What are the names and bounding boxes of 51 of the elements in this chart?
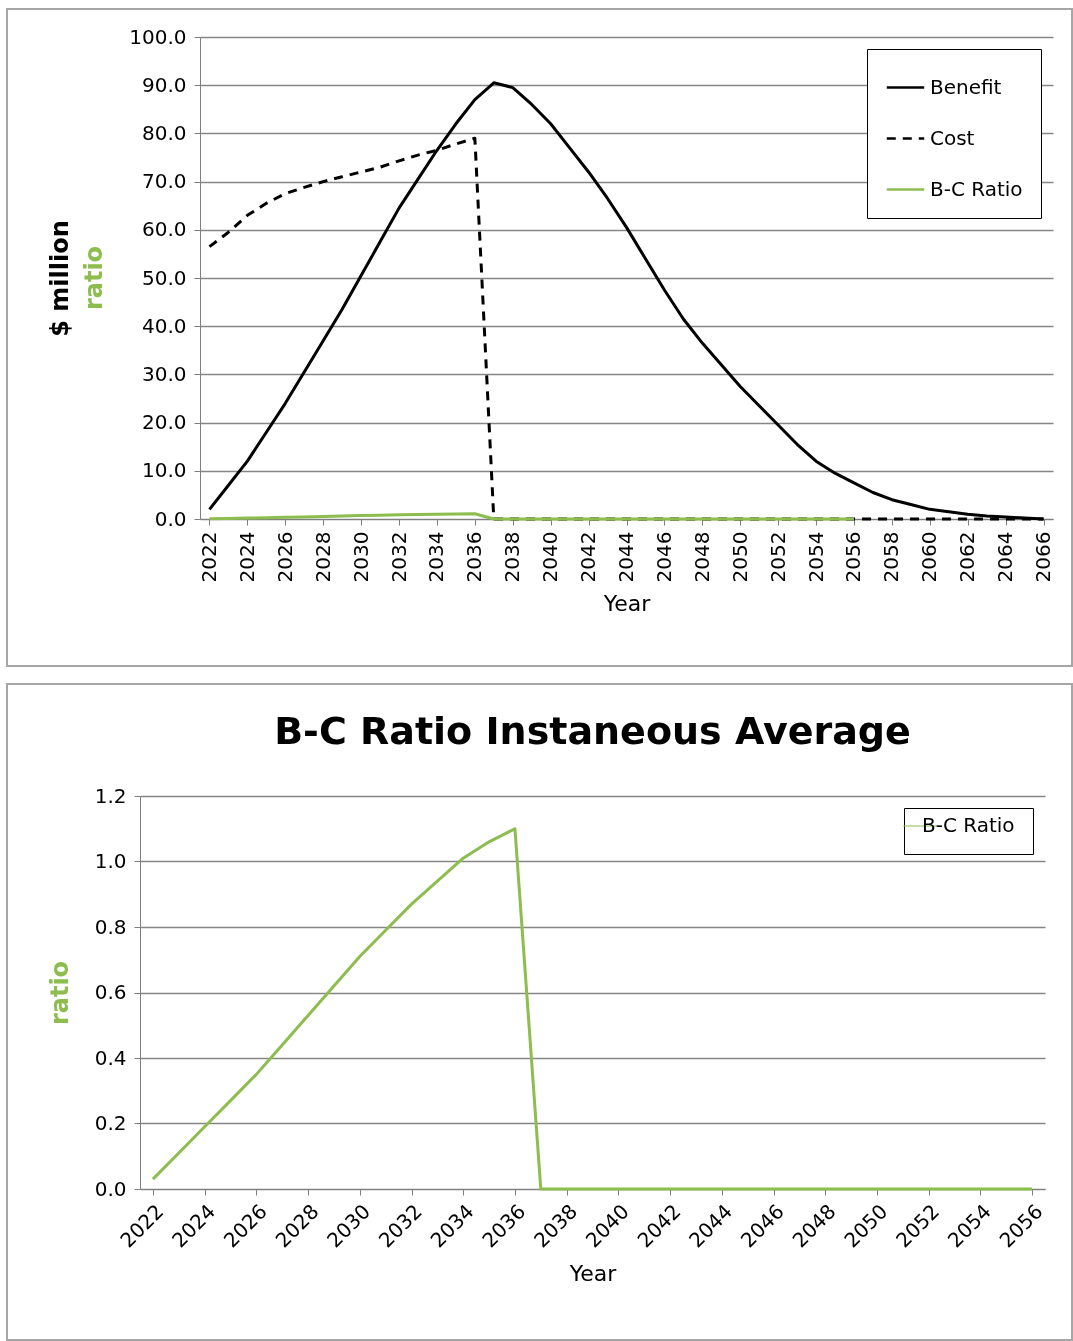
x-tick-label: 2032 xyxy=(386,531,411,583)
y-tick-label: 40.0 xyxy=(141,313,187,338)
y-tick-label: 1.0 xyxy=(94,849,127,873)
x-tick-label: 2040 xyxy=(538,531,563,583)
x-tick-label: 2062 xyxy=(955,531,980,583)
y-tick-label: 1.2 xyxy=(94,783,127,808)
x-axis-title: Year xyxy=(568,1260,618,1286)
y-tick-label: 0.6 xyxy=(94,980,127,1004)
text: B-C Ratio xyxy=(922,813,1015,837)
y-tick-label: 20.0 xyxy=(141,410,187,435)
y-tick-label: 60.0 xyxy=(141,217,187,242)
legend-label: Cost xyxy=(930,125,975,150)
x-tick-label: 2042 xyxy=(576,531,601,583)
x-tick-label: 2060 xyxy=(917,531,942,583)
y-tick-label: 0.4 xyxy=(94,1045,127,1070)
x-axis-title: Year xyxy=(602,591,652,617)
y-tick-label: 100.0 xyxy=(129,24,187,49)
x-tick-label: 2056 xyxy=(841,531,866,583)
chart-title: B-C Ratio Instaneous Average xyxy=(274,709,911,753)
y-tick-label: 80.0 xyxy=(141,120,187,145)
y-tick-label: 90.0 xyxy=(141,72,187,97)
x-tick-label: 2046 xyxy=(651,531,676,583)
y-axis-title: $ million xyxy=(45,220,74,337)
x-tick-label: 2038 xyxy=(500,531,525,583)
x-tick-label: 2064 xyxy=(993,531,1018,583)
x-tick-label: 2036 xyxy=(462,531,487,583)
y-tick-label: 50.0 xyxy=(141,265,187,290)
y-axis-title: ratio xyxy=(45,960,74,1026)
y-tick-label: 70.0 xyxy=(141,169,187,194)
x-tick-label: 2034 xyxy=(424,531,449,583)
x-tick-label: 2024 xyxy=(234,531,259,583)
text: ratio xyxy=(80,245,108,311)
y-tick-label: 0.2 xyxy=(94,1111,127,1135)
x-tick-label: 2066 xyxy=(1031,531,1056,583)
legend-label: B-C Ratio xyxy=(930,176,1023,201)
y-tick-label: 0.0 xyxy=(94,1176,127,1201)
x-tick-label: 2048 xyxy=(689,531,714,583)
y-tick-label: 30.0 xyxy=(141,361,187,386)
x-tick-label: 2030 xyxy=(348,531,373,583)
y-tick-label: 0.0 xyxy=(154,506,187,531)
x-tick-label: 2058 xyxy=(879,531,904,583)
legend-label: Benefit xyxy=(930,74,1002,99)
y-tick-label: 0.8 xyxy=(94,914,127,939)
x-tick-label: 2054 xyxy=(803,531,828,583)
x-tick-label: 2026 xyxy=(272,531,297,583)
x-tick-label: 2052 xyxy=(765,531,790,583)
x-tick-label: 2050 xyxy=(727,531,752,583)
x-tick-label: 2044 xyxy=(614,531,638,583)
y-tick-label: 10.0 xyxy=(141,458,187,483)
x-tick-label: 2028 xyxy=(310,531,335,583)
x-tick-label: 2022 xyxy=(196,531,221,583)
